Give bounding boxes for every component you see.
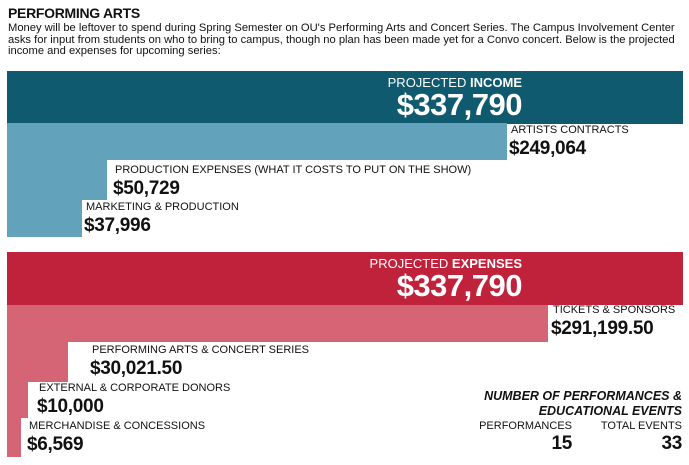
expense-category-label: MERCHANDISE & CONCESSIONS [29,420,206,432]
total-events-label: TOTAL EVENTS [600,420,682,432]
expenses-header: PROJECTED EXPENSES $337,790 [7,252,683,305]
expense-category-label: PERFORMING ARTS & CONCERT SERIES [92,344,309,356]
income-value-label: $37,996 [84,215,151,236]
income-category-label: PRODUCTION EXPENSES (WHAT IT COSTS TO PU… [115,164,472,176]
performances-value: 15 [551,433,572,454]
expenses-title: PROJECTED EXPENSES [369,256,522,271]
events-title: NUMBER OF PERFORMANCES & EDUCATIONAL EVE… [484,389,682,418]
income-value-label: $249,064 [509,138,586,159]
income-bar [7,200,82,237]
expense-category-label: TICKETS & SPONSORS [553,304,676,316]
performances-label: PERFORMANCES [479,420,572,432]
expense-value-label: $291,199.50 [551,318,654,339]
income-bar [7,160,107,200]
income-header: PROJECTED INCOME $337,790 [7,71,683,124]
income-category-label: ARTISTS CONTRACTS [511,124,629,136]
expense-bar [7,418,21,457]
expense-bar [7,342,68,382]
expense-category-label: EXTERNAL & CORPORATE DONORS [39,382,231,394]
expenses-total: $337,790 [396,268,523,303]
income-total: $337,790 [396,87,523,122]
income-title: PROJECTED INCOME [387,75,522,90]
income-value-label: $50,729 [113,178,180,199]
expense-value-label: $6,569 [27,434,84,455]
expense-bar [7,305,548,342]
income-category-label: MARKETING & PRODUCTION [86,201,239,213]
expense-bar [7,382,28,418]
expense-value-label: $30,021.50 [90,358,183,379]
total-events-value: 33 [661,433,682,454]
income-bar [7,123,507,160]
intro-text: Money will be leftover to spend during S… [8,22,675,57]
page-title: PERFORMING ARTS [8,5,140,21]
expense-value-label: $10,000 [37,396,104,417]
